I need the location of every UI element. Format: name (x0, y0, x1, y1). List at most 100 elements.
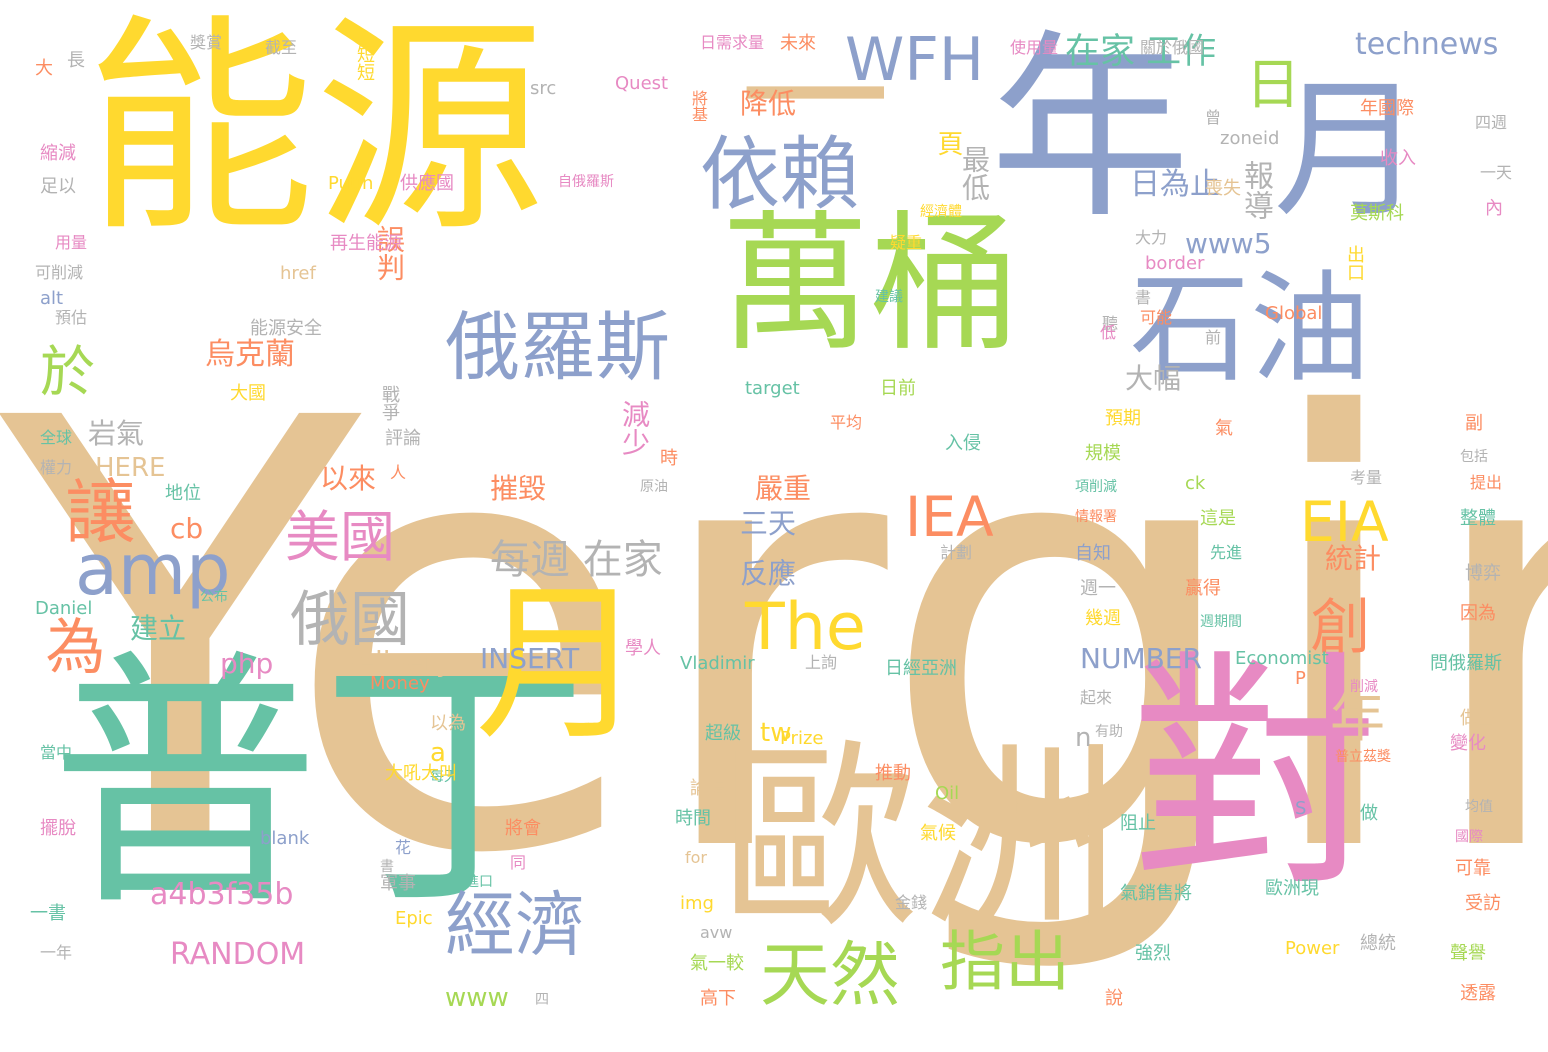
cloud-word-154: 論壇 (690, 778, 726, 799)
cloud-word-173: 軍事 (380, 873, 416, 894)
cloud-word-64: 短短 (354, 45, 375, 81)
cloud-word-img-174: img (680, 893, 714, 914)
cloud-word-184: 高下 (700, 988, 736, 1009)
cloud-word-180: 總統 (1360, 933, 1396, 954)
cloud-word-52: 三天 (740, 507, 797, 540)
cloud-word-yergin-0: Yergin (0, 296, 1548, 983)
cloud-word-69: 能源安全 (250, 318, 322, 339)
cloud-word-iea-24: IEA (905, 485, 994, 549)
cloud-word-84: 關於俄國 (1140, 38, 1205, 57)
cloud-word-number-35: NUMBER (1080, 642, 1202, 675)
cloud-word-185: 說 (1105, 988, 1123, 1009)
cloud-word-117: 先進 (1210, 543, 1243, 562)
cloud-word-oil-160: Oil (935, 783, 960, 804)
cloud-word-epic-172: Epic (395, 908, 433, 929)
cloud-word-110: 規模 (1085, 443, 1121, 464)
cloud-word-n-60: n (1075, 723, 1092, 753)
cloud-word-153: 推動 (875, 763, 911, 784)
cloud-word-122: 博弈 (1465, 563, 1501, 584)
cloud-word-src-63: src (530, 78, 557, 99)
cloud-word-187: 四 (535, 992, 549, 1008)
cloud-word-186: 透露 (1460, 983, 1496, 1004)
cloud-word-67: 再生能源 (330, 233, 402, 254)
cloud-word-140: 日經亞洲 (885, 658, 957, 679)
cloud-word-176: 氣銷售將 (1120, 883, 1192, 904)
cloud-word-131: 自知 (1075, 543, 1111, 564)
cloud-word-171: 進口 (465, 874, 493, 890)
cloud-word-28: 創 (1300, 595, 1370, 655)
cloud-word-96: 大力 (1135, 228, 1168, 247)
cloud-word-83: 使用量 (1010, 38, 1059, 57)
cloud-word-29: 每週 在家 (490, 537, 663, 583)
cloud-word-39: 誤判 (373, 225, 406, 281)
cloud-word-87: 收入 (1380, 148, 1416, 169)
cloud-word-198: 書 (380, 859, 394, 875)
cloud-word-126: 考量 (1350, 468, 1383, 487)
cloud-word-89: 喪失 (1205, 178, 1241, 199)
cloud-word-97: 可能 (1140, 308, 1173, 327)
cloud-word-57: 頁 (933, 130, 963, 156)
cloud-word-133: 週一 (1080, 578, 1116, 599)
cloud-word-73: 用量 (55, 233, 88, 252)
cloud-word-146: 大吼大叫 (385, 763, 457, 784)
cloud-word-border-93: border (1145, 253, 1205, 274)
cloud-word-for-161: for (685, 848, 707, 867)
cloud-word-16: 讓 (54, 475, 136, 545)
cloud-word-random-33: RANDOM (170, 937, 306, 972)
cloud-word-80: 日需求量 (700, 33, 765, 52)
cloud-word-128: 氣 (1215, 418, 1233, 439)
cloud-word-190: 削減 (1350, 679, 1378, 695)
cloud-word-avw-178: avw (700, 923, 733, 942)
cloud-word-98: 聽 (1099, 315, 1118, 331)
cloud-word-197: 同 (510, 853, 527, 872)
cloud-word-54: 減少 (618, 400, 651, 456)
cloud-word-21: 經濟 (445, 884, 585, 966)
cloud-word-cb-48: cb (170, 512, 204, 545)
cloud-word-50: 摧毀 (490, 472, 547, 505)
cloud-word-putin-65: Putin (328, 173, 374, 194)
cloud-word-183: 氣一較 (690, 953, 744, 974)
cloud-word-55: 建立 (130, 612, 187, 645)
cloud-word-www-61: www (445, 983, 509, 1013)
cloud-word-blank-157: blank (260, 828, 310, 849)
cloud-word-tw-58: tw (760, 718, 792, 748)
cloud-word-here-47: HERE (95, 453, 166, 483)
cloud-word-the-26: The (745, 590, 866, 665)
cloud-word-money-142: Money (370, 673, 430, 694)
cloud-word-44: 烏克蘭 (205, 337, 295, 372)
cloud-word-163: 阻止 (1120, 813, 1156, 834)
cloud-word-75: 預估 (55, 308, 88, 327)
cloud-word-77: 長 (64, 50, 85, 68)
cloud-word-53: 反應 (740, 557, 797, 590)
cloud-word-120: 問俄羅斯 (1430, 653, 1502, 674)
cloud-word-insert-34: INSERT (480, 642, 580, 675)
cloud-word-38: 降低 (740, 87, 797, 120)
cloud-word-php-37: php (220, 647, 274, 680)
cloud-word-a4b3f35b-32: a4b3f35b (150, 877, 294, 912)
cloud-word-delivery-36: delivery (340, 645, 453, 678)
cloud-word-78: 獎賞 (190, 33, 223, 52)
cloud-word-104: 戰爭 (379, 385, 400, 421)
cloud-word-100: 前 (1205, 328, 1222, 347)
cloud-word-108: 地位 (165, 483, 201, 504)
cloud-word-177: 歐洲現 (1265, 878, 1319, 899)
cloud-word-119: 週期間 (1200, 614, 1242, 630)
cloud-word-179: 強烈 (1135, 943, 1171, 964)
cloud-word-42: 報導 (1238, 160, 1273, 220)
cloud-word-82: 將基 (689, 90, 708, 122)
cloud-word-130: 原油 (640, 479, 668, 495)
cloud-word-amp-17: amp (75, 529, 231, 611)
cloud-word-power-181: Power (1285, 938, 1340, 959)
cloud-word-123: 整體 (1460, 508, 1496, 529)
cloud-word-196: 起來 (1080, 688, 1113, 707)
cloud-word-150: 做出 (1460, 708, 1496, 729)
cloud-word-159: 花 (395, 838, 412, 857)
cloud-word-156: 將會 (505, 818, 541, 839)
cloud-word-wfh-13: WFH (845, 25, 984, 95)
cloud-word-166: 均值 (1465, 799, 1493, 815)
cloud-word-2: 年 (990, 13, 1191, 246)
cloud-word-167: 可靠 (1455, 858, 1491, 879)
cloud-word-66: 供應國 (400, 173, 454, 194)
cloud-word-target-101: target (745, 378, 800, 399)
cloud-word-107: 評論 (385, 428, 421, 449)
